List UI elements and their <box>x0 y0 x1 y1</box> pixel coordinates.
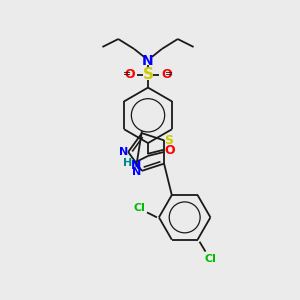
Text: =: = <box>123 69 131 79</box>
Text: N: N <box>131 159 141 172</box>
Text: O: O <box>124 68 134 81</box>
Text: =: = <box>165 69 173 79</box>
Text: N: N <box>142 54 154 68</box>
Text: S: S <box>142 67 154 82</box>
Text: N: N <box>118 147 128 157</box>
Text: H: H <box>123 158 132 168</box>
Text: Cl: Cl <box>205 254 216 265</box>
Text: O: O <box>164 145 175 158</box>
Text: Cl: Cl <box>133 203 145 214</box>
Text: S: S <box>164 134 173 147</box>
Text: O: O <box>161 68 172 81</box>
Text: N: N <box>132 167 142 177</box>
